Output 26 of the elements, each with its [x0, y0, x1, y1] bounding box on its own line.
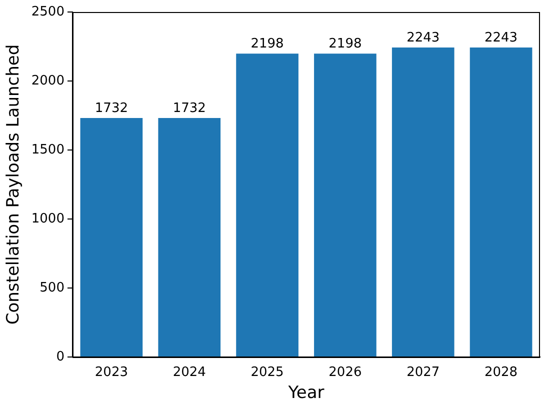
bar — [470, 47, 532, 356]
data-label: 1732 — [94, 100, 128, 116]
data-label: 2198 — [328, 36, 362, 52]
y-axis-title: Constellation Payloads Launched — [4, 44, 24, 325]
y-tick-label: 500 — [40, 280, 64, 296]
x-tick-label: 2025 — [250, 365, 284, 380]
y-tick-label: 1500 — [31, 142, 64, 158]
y-tick-label: 1000 — [31, 211, 64, 226]
y-tick-label: 2500 — [31, 4, 64, 20]
x-tick-label: 2027 — [406, 365, 440, 380]
bar — [314, 54, 376, 356]
x-tick-label: 2024 — [172, 365, 206, 380]
y-tick-label: 0 — [56, 349, 64, 364]
x-tick-label: 2028 — [484, 365, 518, 380]
bar — [158, 118, 221, 356]
bar — [392, 47, 454, 356]
y-tick-label: 2000 — [31, 73, 64, 88]
x-tick-label: 2023 — [94, 365, 128, 380]
x-tick-label: 2026 — [328, 365, 362, 380]
bar — [80, 118, 143, 356]
bar — [236, 54, 298, 356]
data-label: 2243 — [406, 30, 440, 46]
data-label: 2243 — [484, 30, 518, 46]
data-label: 1732 — [172, 100, 206, 116]
x-axis-title: Year — [287, 383, 324, 404]
data-label: 2198 — [250, 36, 284, 52]
